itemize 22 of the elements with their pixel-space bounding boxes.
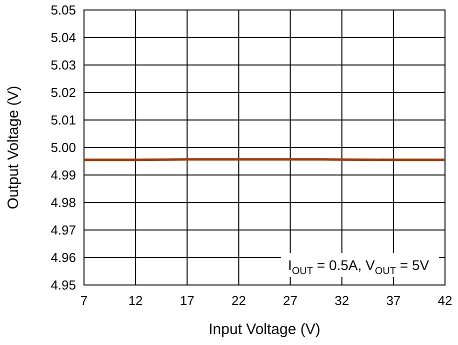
y-tick-label: 5.04 bbox=[50, 30, 76, 45]
y-tick-label: 4.99 bbox=[50, 168, 76, 182]
x-tick-label: 17 bbox=[180, 293, 194, 308]
y-tick-label: 4.98 bbox=[50, 195, 76, 210]
x-tick-label: 32 bbox=[334, 293, 350, 308]
y-tick-label: 4.97 bbox=[50, 222, 76, 238]
annotation: I$_{OUT}$ = 0.5A, V$_{OUT}$ = 5V bbox=[288, 257, 430, 277]
x-tick-label: 22 bbox=[231, 293, 246, 308]
x-tick-label: 42 bbox=[438, 293, 452, 308]
y-tick-label: 5.01 bbox=[50, 112, 76, 128]
x-tick-label: 27 bbox=[283, 293, 298, 308]
y-tick-label: 5.03 bbox=[50, 58, 76, 72]
y-tick-label: 5.00 bbox=[50, 140, 76, 155]
y-tick-label: 4.96 bbox=[50, 250, 76, 265]
x-tick-label: 12 bbox=[128, 293, 143, 308]
x-tick-label: 37 bbox=[386, 293, 401, 308]
x-tick-label: 7 bbox=[80, 293, 88, 308]
y-tick-label: 5.05 bbox=[50, 2, 76, 18]
y-tick-label: 4.95 bbox=[50, 278, 76, 292]
y-tick-label: 5.02 bbox=[50, 85, 76, 100]
y-axis-title: Output Voltage (V) bbox=[5, 86, 22, 210]
x-axis-title: Input Voltage (V) bbox=[208, 321, 320, 338]
